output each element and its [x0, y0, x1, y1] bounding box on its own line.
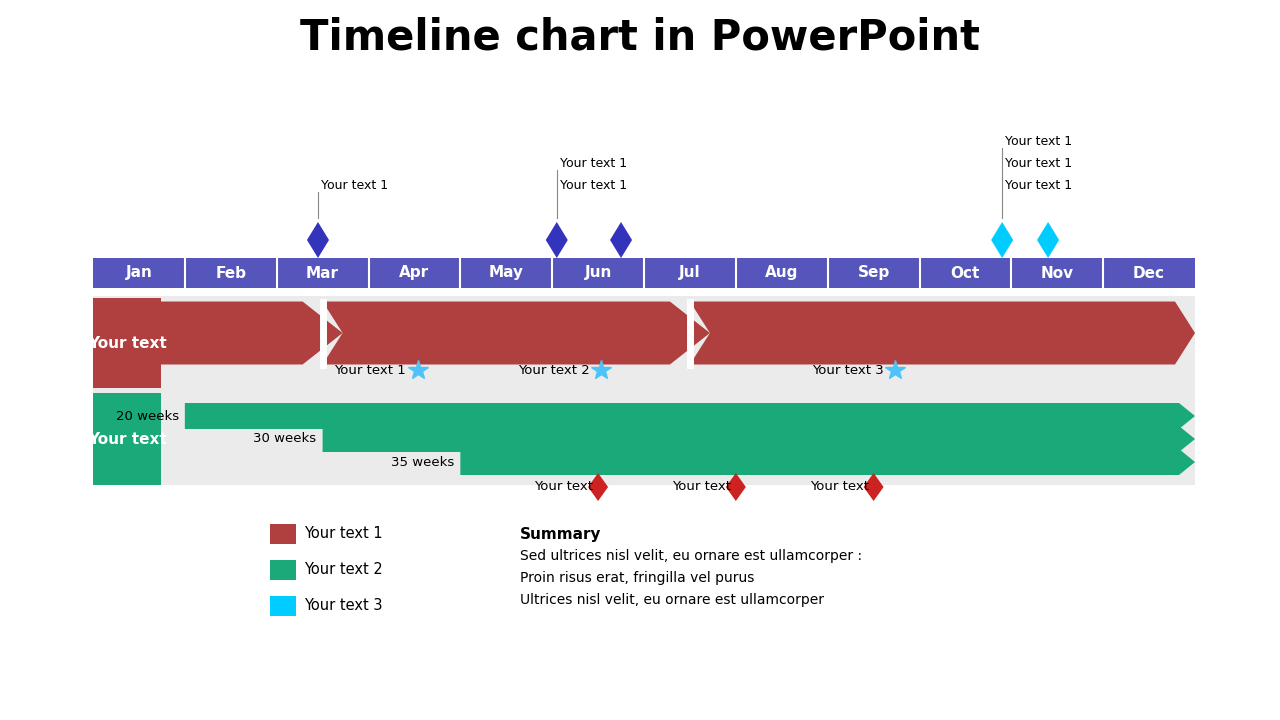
Text: Proin risus erat, fringilla vel purus: Proin risus erat, fringilla vel purus: [520, 571, 754, 585]
Text: Your text 3: Your text 3: [812, 364, 883, 377]
Text: Your text 2: Your text 2: [305, 562, 383, 577]
Polygon shape: [611, 222, 632, 258]
Text: Jan: Jan: [125, 266, 152, 281]
Bar: [93, 298, 161, 388]
Text: Your text: Your text: [809, 480, 869, 493]
Bar: [93, 296, 1196, 485]
Text: Dec: Dec: [1133, 266, 1165, 281]
Text: Your text 1: Your text 1: [1005, 157, 1073, 170]
Text: Summary: Summary: [520, 527, 602, 542]
Text: Your text: Your text: [87, 336, 166, 351]
Polygon shape: [588, 473, 608, 501]
Polygon shape: [1037, 222, 1059, 258]
Text: 35 weeks: 35 weeks: [392, 456, 454, 469]
Bar: [270, 560, 296, 580]
Text: Feb: Feb: [215, 266, 246, 281]
Polygon shape: [726, 473, 746, 501]
Text: Jul: Jul: [680, 266, 700, 281]
Text: Your text: Your text: [672, 480, 731, 493]
Polygon shape: [161, 302, 343, 364]
Text: Nov: Nov: [1041, 266, 1074, 281]
Text: Jun: Jun: [585, 266, 612, 281]
Bar: [93, 393, 161, 485]
Text: Apr: Apr: [399, 266, 430, 281]
Text: Oct: Oct: [951, 266, 980, 281]
Text: May: May: [489, 266, 524, 281]
Text: Your text 1: Your text 1: [334, 364, 406, 377]
Text: Sed ultrices nisl velit, eu ornare est ullamcorper :: Sed ultrices nisl velit, eu ornare est u…: [520, 549, 863, 563]
Text: Your text 1: Your text 1: [559, 179, 627, 192]
Bar: [270, 524, 296, 544]
Text: 30 weeks: 30 weeks: [253, 433, 316, 446]
Text: Your text 1: Your text 1: [559, 157, 627, 170]
Bar: [270, 596, 296, 616]
Polygon shape: [323, 302, 710, 364]
Text: Your text: Your text: [87, 431, 166, 446]
Text: Mar: Mar: [306, 266, 339, 281]
Polygon shape: [307, 222, 329, 258]
Polygon shape: [690, 302, 1196, 364]
Text: Your text 2: Your text 2: [517, 364, 590, 377]
Text: Aug: Aug: [765, 266, 799, 281]
Text: Your text: Your text: [534, 480, 593, 493]
Text: 20 weeks: 20 weeks: [115, 410, 179, 423]
Polygon shape: [545, 222, 568, 258]
Text: Your text 1: Your text 1: [321, 179, 388, 192]
Text: Your text 1: Your text 1: [1005, 135, 1073, 148]
Polygon shape: [864, 473, 883, 501]
Polygon shape: [323, 426, 1196, 452]
Text: Ultrices nisl velit, eu ornare est ullamcorper: Ultrices nisl velit, eu ornare est ullam…: [520, 593, 824, 607]
Text: Sep: Sep: [858, 266, 890, 281]
Text: Your text 1: Your text 1: [1005, 179, 1073, 192]
Bar: [93, 258, 1196, 288]
Text: Your text 3: Your text 3: [305, 598, 383, 613]
Polygon shape: [184, 403, 1196, 429]
Text: Timeline chart in PowerPoint: Timeline chart in PowerPoint: [300, 17, 980, 59]
Polygon shape: [461, 449, 1196, 475]
Polygon shape: [991, 222, 1014, 258]
Text: Your text 1: Your text 1: [305, 526, 383, 541]
